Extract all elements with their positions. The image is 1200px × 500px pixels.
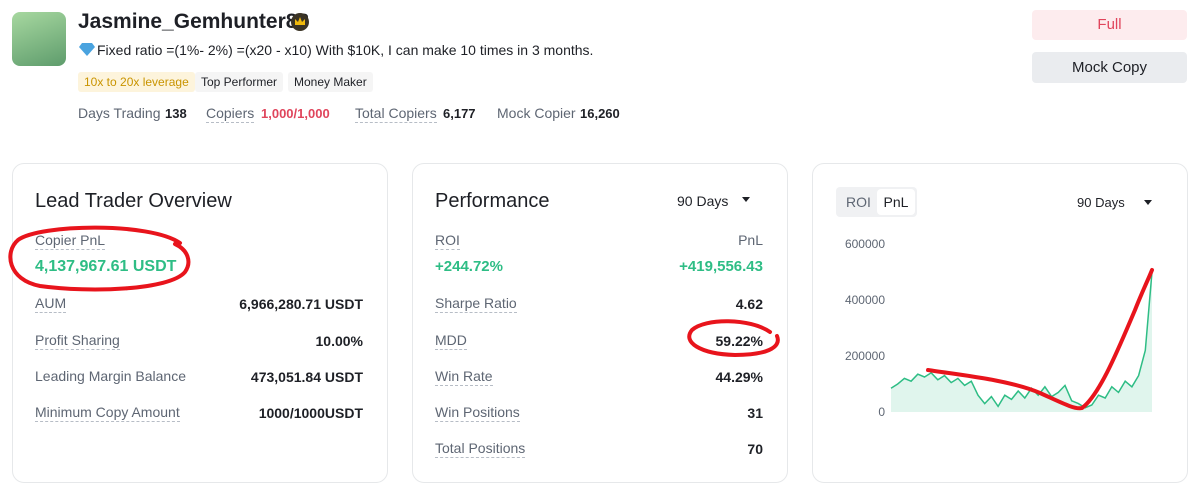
- stat-label[interactable]: Total Copiers: [355, 105, 437, 123]
- item-label[interactable]: Profit Sharing: [35, 332, 120, 350]
- item-value: 44.29%: [715, 369, 763, 385]
- item-value: 6,966,280.71 USDT: [239, 296, 363, 312]
- item-label[interactable]: Sharpe Ratio: [435, 295, 517, 313]
- overview-card: [12, 163, 388, 483]
- y-tick-label: 0: [878, 405, 885, 419]
- item-value: 4.62: [735, 296, 763, 312]
- chart-card: [812, 163, 1188, 483]
- caret: [1144, 200, 1152, 205]
- stat-label: Mock Copier: [497, 105, 576, 121]
- item-label[interactable]: Total Positions: [435, 440, 526, 458]
- stat-value: 138: [165, 106, 187, 121]
- avatar: [12, 12, 66, 66]
- stat-value: 1,000/1,000: [261, 106, 330, 121]
- item-value: 31: [747, 405, 763, 421]
- y-tick-label: 200000: [845, 349, 885, 363]
- item-label[interactable]: Win Rate: [435, 368, 493, 386]
- performance-card: [412, 163, 788, 483]
- item-value: 10.00%: [315, 333, 363, 349]
- card-title: Lead Trader Overview: [35, 190, 232, 212]
- item-label: Leading Margin Balance: [35, 368, 186, 384]
- crown-icon: [291, 13, 309, 31]
- tag: Top Performer: [195, 72, 284, 92]
- item-value: 1000/1000USDT: [258, 405, 363, 421]
- description: Fixed ratio =(1%- 2%) =(x20 - x10) With …: [97, 42, 594, 58]
- item-label[interactable]: AUM: [35, 295, 67, 313]
- stat-value: 6,177: [443, 106, 476, 121]
- roi-value: +244.72%: [435, 258, 503, 275]
- pnl-label: PnL: [738, 232, 763, 248]
- mock-copy-button[interactable]: Mock Copy: [1032, 52, 1187, 83]
- item-value: 473,051.84 USDT: [250, 369, 363, 385]
- period-select[interactable]: 90 Days: [677, 193, 729, 209]
- pnl-area: [891, 272, 1152, 412]
- tab-selected[interactable]: PnL: [877, 189, 915, 215]
- y-tick-label: 600000: [845, 237, 885, 251]
- roi-label[interactable]: ROI: [435, 232, 460, 250]
- stat-label: Days Trading: [78, 105, 161, 121]
- pnl-value: +419,556.43: [679, 258, 763, 275]
- item-value: 70: [747, 441, 763, 457]
- trader-name: Jasmine_Gemhunter88: [78, 10, 310, 33]
- caret: [742, 197, 750, 202]
- diamond-icon: [79, 43, 95, 56]
- tag: Money Maker: [288, 72, 373, 92]
- item-label[interactable]: MDD: [435, 332, 467, 350]
- item-label[interactable]: Win Positions: [435, 404, 520, 422]
- y-tick-label: 400000: [845, 293, 885, 307]
- stat-label[interactable]: Copiers: [206, 105, 255, 123]
- full-button[interactable]: Full: [1032, 10, 1187, 40]
- tab[interactable]: ROI: [846, 194, 871, 210]
- tag: 10x to 20x leverage: [78, 72, 195, 92]
- item-label[interactable]: Minimum Copy Amount: [35, 404, 180, 422]
- period-select[interactable]: 90 Days: [1077, 195, 1125, 210]
- card-title: Performance: [435, 190, 550, 212]
- stat-value: 16,260: [580, 106, 620, 121]
